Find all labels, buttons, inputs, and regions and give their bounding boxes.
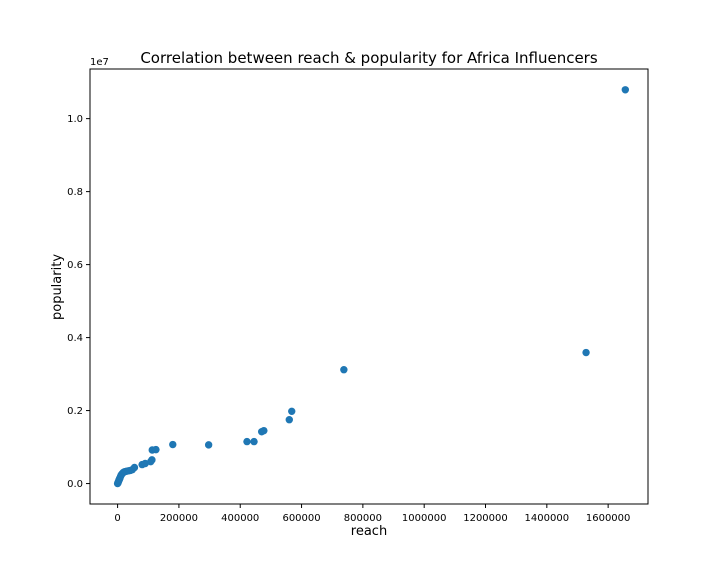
- data-point: [582, 348, 590, 357]
- data-point: [148, 456, 156, 464]
- y-tick-label: 0.8: [67, 187, 83, 198]
- x-tick-label: 600000: [282, 513, 320, 524]
- y-offset-label: 1e7: [90, 57, 109, 68]
- x-tick-label: 0: [114, 513, 120, 524]
- x-tick-label: 1200000: [463, 513, 508, 524]
- y-tick-label: 0.4: [67, 333, 83, 344]
- data-point: [260, 426, 268, 435]
- data-point: [250, 437, 258, 446]
- chart-title: Correlation between reach & popularity f…: [140, 49, 598, 67]
- y-tick-label: 0.6: [67, 260, 83, 271]
- data-point: [243, 437, 251, 446]
- plot-area: 0 200000 400000 600000 800000 1000000 1200000 1…: [67, 86, 630, 524]
- x-axis-label: reach: [351, 524, 387, 539]
- data-point: [340, 366, 348, 374]
- x-tick-label: 400000: [221, 513, 259, 524]
- data-point: [204, 441, 213, 449]
- data-point: [169, 440, 177, 449]
- data-point: [130, 463, 139, 472]
- data-point: [285, 416, 293, 424]
- y-tick-label: 0.2: [67, 406, 83, 417]
- data-point: [152, 445, 160, 454]
- y-tick-label: 1.0: [67, 114, 83, 125]
- plot-frame: [89, 68, 649, 505]
- data-point: [621, 86, 630, 94]
- data-point: [288, 407, 296, 416]
- x-tick-label: 200000: [160, 513, 198, 524]
- x-tick-label: 1600000: [586, 513, 631, 524]
- x-tick-label: 1000000: [402, 513, 447, 524]
- x-tick-label: 1400000: [525, 513, 570, 524]
- y-axis-label: popularity: [50, 254, 65, 320]
- y-tick-label: 0.0: [67, 479, 83, 490]
- x-tick-label: 800000: [344, 513, 382, 524]
